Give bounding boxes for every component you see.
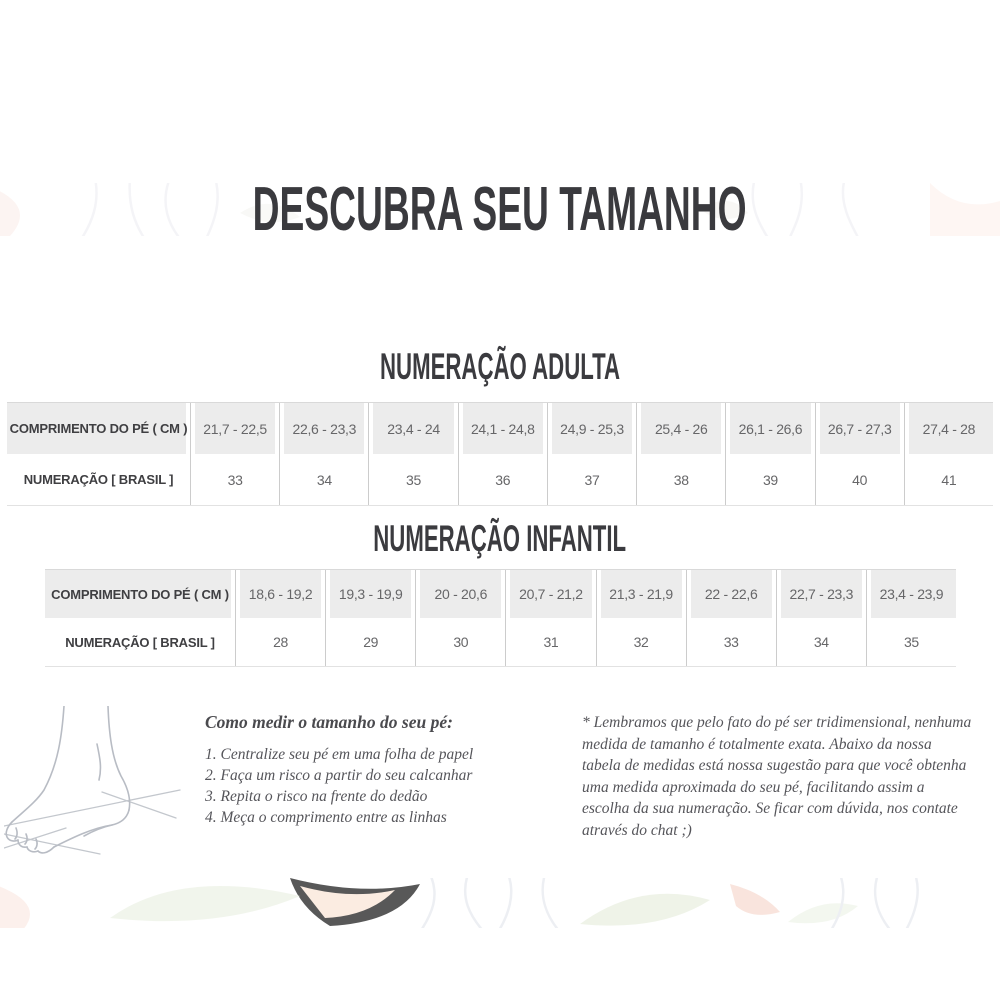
infant-length-value: 22 - 22,6 — [685, 570, 776, 618]
infant-heading-text: NUMERAÇÃO INFANTIL — [373, 518, 627, 559]
infant-length-value: 18,6 - 19,2 — [235, 570, 326, 618]
infant-length-value: 23,4 - 23,9 — [865, 570, 956, 618]
adult-size-value: 40 — [814, 454, 904, 505]
infant-size-table: COMPRIMENTO DO PÉ ( CM ) 18,6 - 19,2 19,… — [45, 569, 956, 667]
howto-step: 4. Meça o comprimento entre as linhas — [205, 809, 447, 826]
infant-size-value: 30 — [415, 618, 505, 666]
disclaimer-note: * Lembramos que pelo fato do pé ser trid… — [582, 714, 972, 839]
howto-step: 1. Centralize seu pé em uma folha de pap… — [205, 746, 474, 763]
adult-section-heading: NUMERAÇÃO ADULTA — [0, 347, 1000, 387]
infant-size-value: 32 — [595, 618, 686, 666]
foot-illustration-art — [3, 705, 181, 855]
adult-length-value: 22,6 - 23,3 — [279, 403, 369, 454]
adult-size-value: 36 — [457, 454, 547, 505]
adult-size-row-label: NUMERAÇÃO [ BRASIL ] — [23, 472, 174, 487]
adult-length-value: 26,7 - 27,3 — [814, 403, 904, 454]
adult-size-value: 41 — [903, 454, 993, 505]
adult-size-table: COMPRIMENTO DO PÉ ( CM ) 21,7 - 22,5 22,… — [7, 402, 993, 506]
page-title: DESCUBRA SEU TAMANHO — [0, 175, 1000, 244]
infant-size-value: 29 — [325, 618, 415, 666]
infant-length-value: 19,3 - 19,9 — [325, 570, 416, 618]
adult-size-value: 34 — [279, 454, 368, 505]
adult-size-value: 37 — [546, 454, 636, 505]
adult-length-row-label: COMPRIMENTO DO PÉ ( CM ) — [7, 403, 190, 454]
infant-size-value: 35 — [865, 618, 956, 666]
howto-measure-block: Como medir o tamanho do seu pé: 1. Centr… — [205, 712, 577, 828]
infant-length-value: 22,7 - 23,3 — [775, 570, 866, 618]
page-title-text: DESCUBRA SEU TAMANHO — [253, 175, 747, 244]
adult-length-value: 27,4 - 28 — [903, 403, 993, 454]
infant-length-row-label: COMPRIMENTO DO PÉ ( CM ) — [45, 570, 235, 618]
adult-length-value: 24,1 - 24,8 — [457, 403, 547, 454]
howto-heading: Como medir o tamanho do seu pé: — [205, 712, 453, 732]
howto-step: 2. Faça um risco a partir do seu calcanh… — [205, 767, 473, 784]
adult-heading-text: NUMERAÇÃO ADULTA — [379, 346, 621, 387]
adult-length-value: 24,9 - 25,3 — [546, 403, 637, 454]
bottom-decor-band — [0, 878, 1000, 928]
infant-size-value: 34 — [775, 618, 866, 666]
infant-length-value: 20,7 - 21,2 — [505, 570, 596, 618]
adult-length-value: 25,4 - 26 — [636, 403, 726, 454]
adult-length-value: 23,4 - 24 — [368, 403, 458, 454]
howto-step: 3. Repita o risco na frente do dedão — [205, 788, 428, 805]
infant-size-value: 28 — [235, 618, 325, 666]
adult-length-value: 21,7 - 22,5 — [190, 403, 280, 454]
infant-size-value: 33 — [685, 618, 776, 666]
infant-length-value: 21,3 - 21,9 — [595, 570, 686, 618]
adult-size-value: 33 — [190, 454, 279, 505]
infant-size-row-label: NUMERAÇÃO [ BRASIL ] — [65, 634, 215, 650]
infant-length-value: 20 - 20,6 — [415, 570, 506, 618]
adult-size-value: 38 — [636, 454, 725, 505]
adult-length-value: 26,1 - 26,6 — [725, 403, 815, 454]
adult-size-value: 39 — [725, 454, 814, 505]
bottom-decor-art — [0, 878, 919, 928]
foot-measure-illustration — [3, 705, 192, 856]
infant-size-value: 31 — [505, 618, 595, 666]
infant-section-heading: NUMERAÇÃO INFANTIL — [0, 519, 1000, 559]
adult-size-value: 35 — [368, 454, 457, 505]
